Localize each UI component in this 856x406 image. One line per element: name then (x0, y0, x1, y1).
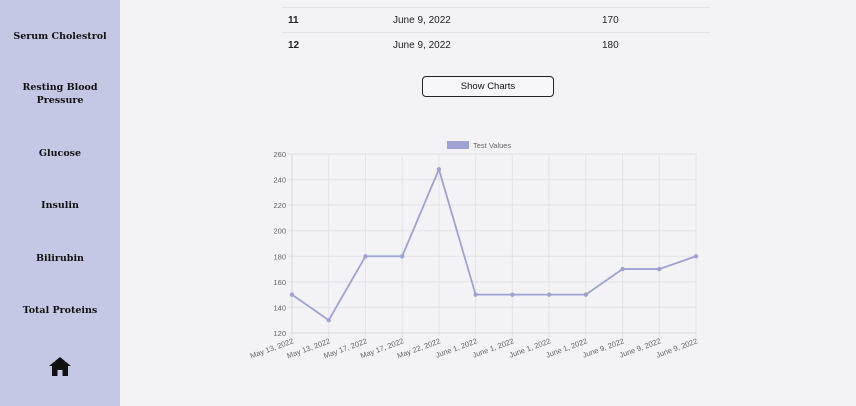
y-tick-label: 160 (273, 278, 286, 287)
table-row: 11 June 9, 2022 170 (282, 7, 710, 33)
x-tick-label: June 1, 2022 (508, 336, 552, 359)
series-line (291, 166, 697, 322)
y-tick-label: 260 (273, 150, 286, 159)
data-point (399, 254, 405, 259)
row-index: 11 (288, 15, 299, 26)
sidebar-item-total-proteins[interactable]: Total Proteins (22, 305, 98, 316)
table-row: 12 June 9, 2022 180 (282, 32, 710, 58)
x-tick-label: June 1, 2022 (434, 336, 478, 359)
y-tick-label: 120 (273, 329, 286, 338)
x-tick-label: June 1, 2022 (471, 336, 515, 359)
sidebar-item-serum-cholesterol[interactable]: Serum Cholestrol (13, 31, 107, 42)
row-value: 170 (602, 15, 619, 26)
data-point (510, 292, 515, 297)
row-date: June 9, 2022 (393, 15, 451, 26)
chart-legend: Test Values (447, 141, 511, 150)
sidebar-item-glucose[interactable]: Glucose (38, 148, 82, 159)
data-point (473, 292, 478, 297)
data-point (363, 254, 368, 259)
row-value: 180 (602, 40, 619, 51)
data-point (693, 254, 699, 259)
data-point (546, 292, 552, 297)
y-tick-label: 240 (273, 176, 286, 185)
sidebar-item-label: Resting Blood Pressure (22, 82, 98, 106)
x-tick-label: June 9, 2022 (618, 336, 662, 359)
x-tick-label: June 1, 2022 (545, 336, 589, 359)
sidebar-item-resting-blood-pressure[interactable]: Resting Blood Pressure (0, 81, 120, 107)
row-index: 12 (288, 40, 300, 51)
data-point (657, 266, 662, 272)
show-charts-button[interactable]: Show Charts (422, 76, 554, 97)
legend-swatch (447, 141, 469, 149)
sidebar: Serum Cholestrol Resting Blood Pressure … (0, 0, 120, 406)
data-point (583, 292, 589, 297)
y-tick-label: 140 (273, 303, 286, 312)
data-point (620, 266, 625, 272)
legend-label: Test Values (473, 141, 511, 150)
y-tick-label: 220 (273, 201, 286, 210)
row-date: June 9, 2022 (393, 40, 451, 51)
x-tick-label: June 9, 2022 (581, 336, 625, 359)
data-point (289, 292, 295, 297)
y-tick-label: 180 (273, 252, 286, 261)
y-tick-label: 200 (273, 227, 286, 236)
x-tick-label: June 9, 2022 (655, 336, 699, 359)
data-point (436, 167, 442, 172)
sidebar-item-insulin[interactable]: Insulin (41, 200, 79, 211)
data-point (326, 318, 331, 323)
home-icon[interactable] (49, 357, 71, 376)
sidebar-item-bilirubin[interactable]: Bilirubin (36, 253, 84, 264)
